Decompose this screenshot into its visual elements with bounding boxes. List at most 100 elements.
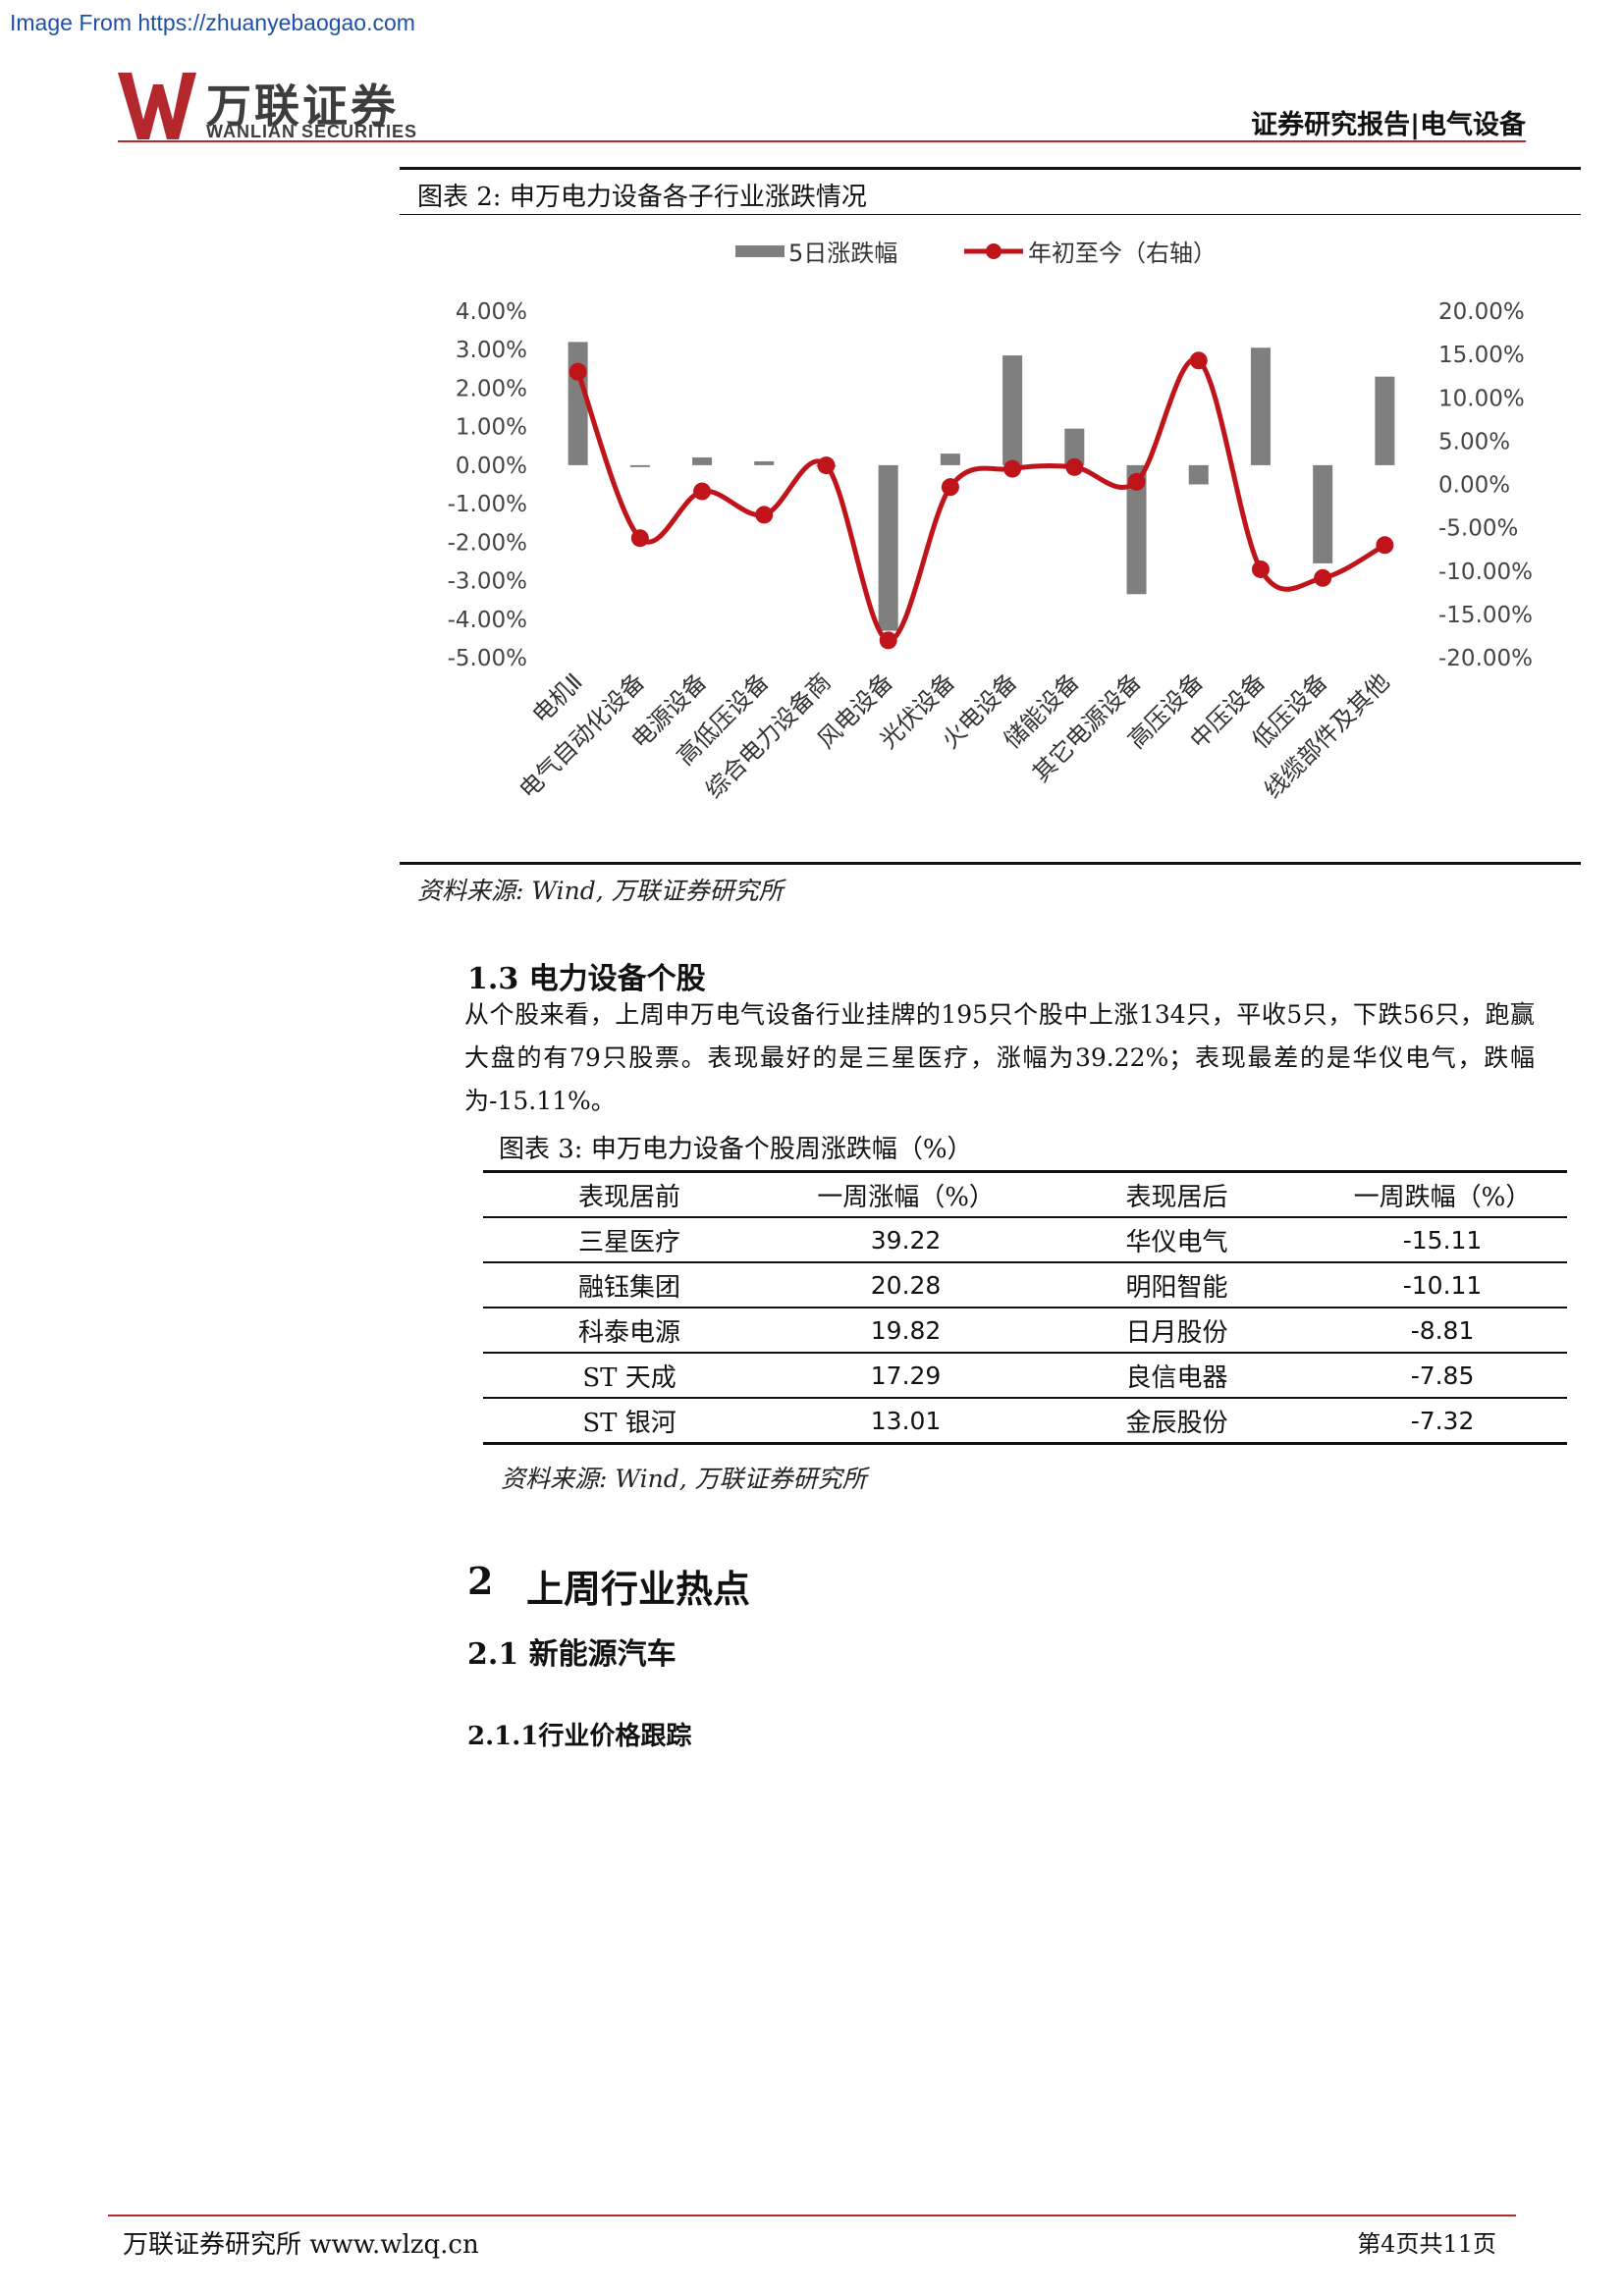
header-weekly-loss: 一周跌幅（%） xyxy=(1353,1182,1532,1212)
loser-name: 日月股份 xyxy=(1125,1317,1228,1348)
gainer-value: 19.82 xyxy=(870,1315,942,1345)
header-weekly-gain: 一周涨幅（%） xyxy=(817,1182,995,1212)
gainer-value: 13.01 xyxy=(870,1406,942,1435)
header-top-gainers: 表现居前 xyxy=(578,1182,681,1212)
figure-title: 图表 2: 申万电力设备各子行业涨跌情况 xyxy=(417,183,867,212)
ytd-change-point xyxy=(879,631,897,650)
loser-name: 华仪电气 xyxy=(1125,1227,1228,1257)
section-heading: 1.3 电力设备个股 xyxy=(467,962,706,996)
y-right-tick-label: -10.00% xyxy=(1438,560,1533,585)
gainer-name: 三星医疗 xyxy=(578,1227,681,1257)
y-right-tick-label: -5.00% xyxy=(1438,516,1518,542)
y-right-tick-label: -15.00% xyxy=(1438,603,1533,628)
y-right-tick-label: 0.00% xyxy=(1438,473,1510,499)
table-source: 资料来源: Wind, 万联证券研究所 xyxy=(501,1465,867,1493)
ytd-change-point xyxy=(1251,560,1270,578)
bar-5day-change xyxy=(1375,376,1395,465)
bar-5day-change xyxy=(568,342,588,465)
bar-5day-change xyxy=(1064,428,1085,465)
y-right-tick-label: 10.00% xyxy=(1438,386,1525,411)
table-row: 三星医疗 39.22 华仪电气 -15.11 xyxy=(483,1217,1567,1262)
y-right-tick-label: 5.00% xyxy=(1438,429,1510,454)
table-row: 科泰电源 19.82 日月股份 -8.81 xyxy=(483,1308,1567,1353)
footer-institute: 万联证券研究所 www.wlzq.cn xyxy=(123,2230,479,2260)
source-url: Image From https://zhuanyebaogao.com xyxy=(10,10,415,35)
ytd-change-point xyxy=(941,478,959,497)
loser-name: 良信电器 xyxy=(1125,1362,1228,1393)
y-left-tick-label: -4.00% xyxy=(448,608,527,633)
stock-performance-table: 表现居前 一周涨幅（%） 表现居后 一周跌幅（%） 三星医疗 39.22 华仪电… xyxy=(483,1170,1567,1445)
ytd-change-point xyxy=(1376,536,1394,555)
section-2-heading: 上周行业热点 xyxy=(526,1567,751,1611)
ytd-change-point xyxy=(1065,457,1084,476)
loser-value: -7.32 xyxy=(1410,1406,1475,1435)
bar-5day-change xyxy=(1126,464,1147,595)
loser-name: 明阳智能 xyxy=(1125,1272,1228,1303)
gainer-name: ST 银河 xyxy=(582,1408,677,1438)
y-left-tick-label: 0.00% xyxy=(456,454,527,479)
ytd-change-point xyxy=(755,506,774,524)
y-left-tick-label: -5.00% xyxy=(448,646,527,671)
bar-5day-change xyxy=(1250,347,1271,465)
y-right-tick-label: 20.00% xyxy=(1438,299,1525,325)
table-row: ST 银河 13.01 金辰股份 -7.32 xyxy=(483,1398,1567,1444)
bar-5day-change xyxy=(629,464,650,467)
gainer-value: 17.29 xyxy=(870,1361,942,1390)
bar-5day-change xyxy=(692,457,713,465)
logo-english-name: WANLIAN SECURITIES xyxy=(206,122,418,141)
gainer-value: 20.28 xyxy=(870,1270,942,1300)
y-left-tick-label: 3.00% xyxy=(456,338,527,363)
gainer-name: ST 天成 xyxy=(582,1362,677,1393)
section-2-1-heading: 2.1 新能源汽车 xyxy=(467,1637,677,1672)
figure-bottom-rule xyxy=(400,862,1581,865)
logo-chinese-name: 万联证券 xyxy=(206,80,399,133)
bar-5day-change xyxy=(878,464,898,631)
section-paragraph: 从个股来看，上周申万电气设备行业挂牌的195只个股中上涨134只，平收5只，下跌… xyxy=(464,1000,1535,1115)
gainer-name: 融钰集团 xyxy=(578,1272,681,1303)
wanlian-logo-icon xyxy=(118,73,196,139)
loser-value: -7.85 xyxy=(1410,1361,1475,1390)
table-title: 图表 3: 申万电力设备个股周涨跌幅（%） xyxy=(499,1135,973,1164)
subsector-performance-chart: 5日涨跌幅 年初至今（右轴） 4.00% 3.00% 2.00% 1.00% 0.00% -1… xyxy=(448,240,1533,804)
figure-top-rule xyxy=(400,167,1581,170)
table-row: ST 天成 17.29 良信电器 -7.85 xyxy=(483,1353,1567,1398)
ytd-change-point xyxy=(693,482,712,501)
bar-5day-change xyxy=(1188,464,1209,485)
y-right-tick-label: -20.00% xyxy=(1438,646,1533,671)
ytd-change-point xyxy=(568,362,587,381)
header-divider xyxy=(118,140,1526,142)
figure-title-rule xyxy=(400,214,1581,215)
ytd-change-point xyxy=(1003,459,1022,478)
section-2-number: 2 xyxy=(467,1559,494,1603)
loser-value: -10.11 xyxy=(1402,1270,1483,1300)
bar-5day-change xyxy=(754,460,775,465)
legend-line-label: 年初至今（右轴） xyxy=(1028,240,1217,267)
loser-name: 金辰股份 xyxy=(1125,1408,1228,1438)
ytd-change-point xyxy=(1127,472,1146,491)
y-left-tick-label: 2.00% xyxy=(456,376,527,401)
footer-divider xyxy=(108,2215,1516,2216)
table-row: 融钰集团 20.28 明阳智能 -10.11 xyxy=(483,1262,1567,1308)
page-number: 第4页共11页 xyxy=(1357,2230,1496,2258)
y-left-tick-label: -2.00% xyxy=(448,530,527,556)
bar-5day-change xyxy=(1002,355,1023,465)
report-type: 证券研究报告|电气设备 xyxy=(1251,110,1526,140)
gainer-value: 39.22 xyxy=(870,1225,942,1255)
ytd-change-point xyxy=(1189,351,1208,370)
ytd-change-point xyxy=(817,456,836,475)
bar-5day-change xyxy=(940,454,960,465)
y-left-tick-label: 1.00% xyxy=(456,415,527,441)
y-left-tick-label: 4.00% xyxy=(456,299,527,325)
section-2-1-1-heading: 2.1.1行业价格跟踪 xyxy=(467,1722,692,1751)
y-right-tick-label: 15.00% xyxy=(1438,343,1525,368)
header-top-losers: 表现居后 xyxy=(1125,1182,1228,1212)
bar-5day-change xyxy=(1313,464,1333,563)
ytd-change-point xyxy=(1314,568,1332,587)
figure-source: 资料来源: Wind, 万联证券研究所 xyxy=(417,877,784,905)
ytd-change-point xyxy=(630,529,649,548)
gainer-name: 科泰电源 xyxy=(578,1317,681,1348)
legend-bar-label: 5日涨跌幅 xyxy=(788,240,897,267)
table-header-row: 表现居前 一周涨幅（%） 表现居后 一周跌幅（%） xyxy=(483,1171,1567,1217)
loser-value: -15.11 xyxy=(1402,1225,1483,1255)
y-left-tick-label: -3.00% xyxy=(448,569,527,595)
